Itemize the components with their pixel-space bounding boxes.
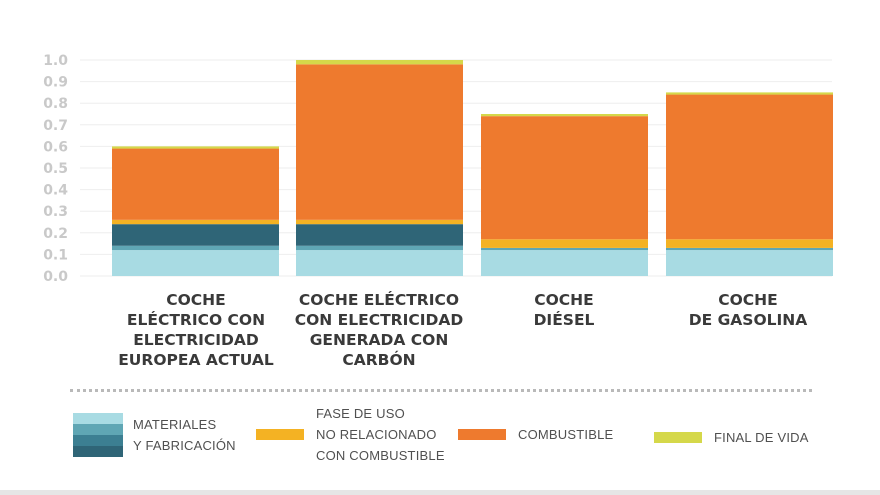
legend-label-materials: MATERIALES Y FABRICACIÓN	[133, 417, 236, 453]
bar-segment	[481, 239, 648, 248]
legend-swatch-materials-2	[73, 424, 123, 435]
y-tick-label: 0.4	[43, 183, 68, 199]
bar-segment	[112, 245, 279, 251]
bottom-edge-bar	[0, 490, 880, 495]
legend-label-use-phase: FASE DE USO NO RELACIONADO CON COMBUSTIB…	[316, 406, 445, 463]
category-label-ev-europe: COCHE ELÉCTRICO CON ELECTRICIDAD EUROPEA…	[118, 291, 274, 369]
y-tick-label: 0.1	[43, 247, 68, 263]
bar-segment	[666, 247, 833, 251]
legend-label-fuel: COMBUSTIBLE	[518, 427, 614, 442]
y-tick-label: 0.9	[43, 75, 68, 91]
bar-segment	[666, 92, 833, 95]
y-tick-label: 0.3	[43, 204, 68, 220]
bar-segment	[296, 250, 463, 276]
legend-item-end-of-life: FINAL DE VIDA	[654, 427, 809, 448]
y-tick-label: 0.7	[43, 118, 68, 134]
bar-segment	[112, 146, 279, 149]
category-label-ev-coal: COCHE ELÉCTRICO CON ELECTRICIDAD GENERAD…	[294, 291, 464, 369]
stacked-bar-chart: 0.0 0.1 0.2 0.3 0.4 0.5 0.6 0.7 0.8 0.9 1.0	[43, 53, 833, 285]
bar-segment	[481, 114, 648, 117]
dotted-divider	[70, 389, 812, 392]
y-tick-label: 0.5	[43, 161, 68, 177]
y-tick-label: 0.6	[43, 139, 68, 155]
legend-swatch-use-phase	[256, 429, 304, 440]
bar-segment	[666, 250, 833, 276]
legend-label-end-of-life: FINAL DE VIDA	[714, 430, 809, 445]
legend-swatch-materials	[73, 413, 123, 457]
bar-segment	[481, 247, 648, 251]
bar-segment	[481, 116, 648, 240]
bar-segment	[296, 64, 463, 220]
bar-segment	[481, 250, 648, 276]
y-tick-label: 1.0	[43, 53, 68, 69]
bar-segment	[112, 219, 279, 225]
bar-segment	[666, 94, 833, 240]
bar-segment	[296, 219, 463, 225]
legend-item-materials: MATERIALES Y FABRICACIÓN	[73, 413, 236, 457]
bar-segment	[666, 239, 833, 248]
category-label-gasoline: COCHE DE GASOLINA	[688, 291, 808, 329]
bar-segment	[112, 250, 279, 276]
category-label-diesel: COCHE DIÉSEL	[533, 291, 595, 329]
bar-segment	[112, 224, 279, 246]
bar-segment	[296, 245, 463, 251]
legend-swatch-materials-1	[73, 413, 123, 424]
y-tick-label: 0.2	[43, 226, 68, 242]
legend-swatch-materials-3	[73, 435, 123, 446]
y-tick-label: 0.8	[43, 96, 68, 112]
bar-segment	[112, 148, 279, 220]
bar-segment	[296, 224, 463, 246]
legend-swatch-materials-4	[73, 446, 123, 457]
y-tick-label: 0.0	[43, 269, 68, 285]
legend-item-use-phase: FASE DE USO NO RELACIONADO CON COMBUSTIB…	[256, 403, 445, 466]
bar-segment	[296, 60, 463, 65]
legend-swatch-fuel	[458, 429, 506, 440]
legend-item-fuel: COMBUSTIBLE	[458, 424, 613, 445]
legend-swatch-end-of-life	[654, 432, 702, 443]
